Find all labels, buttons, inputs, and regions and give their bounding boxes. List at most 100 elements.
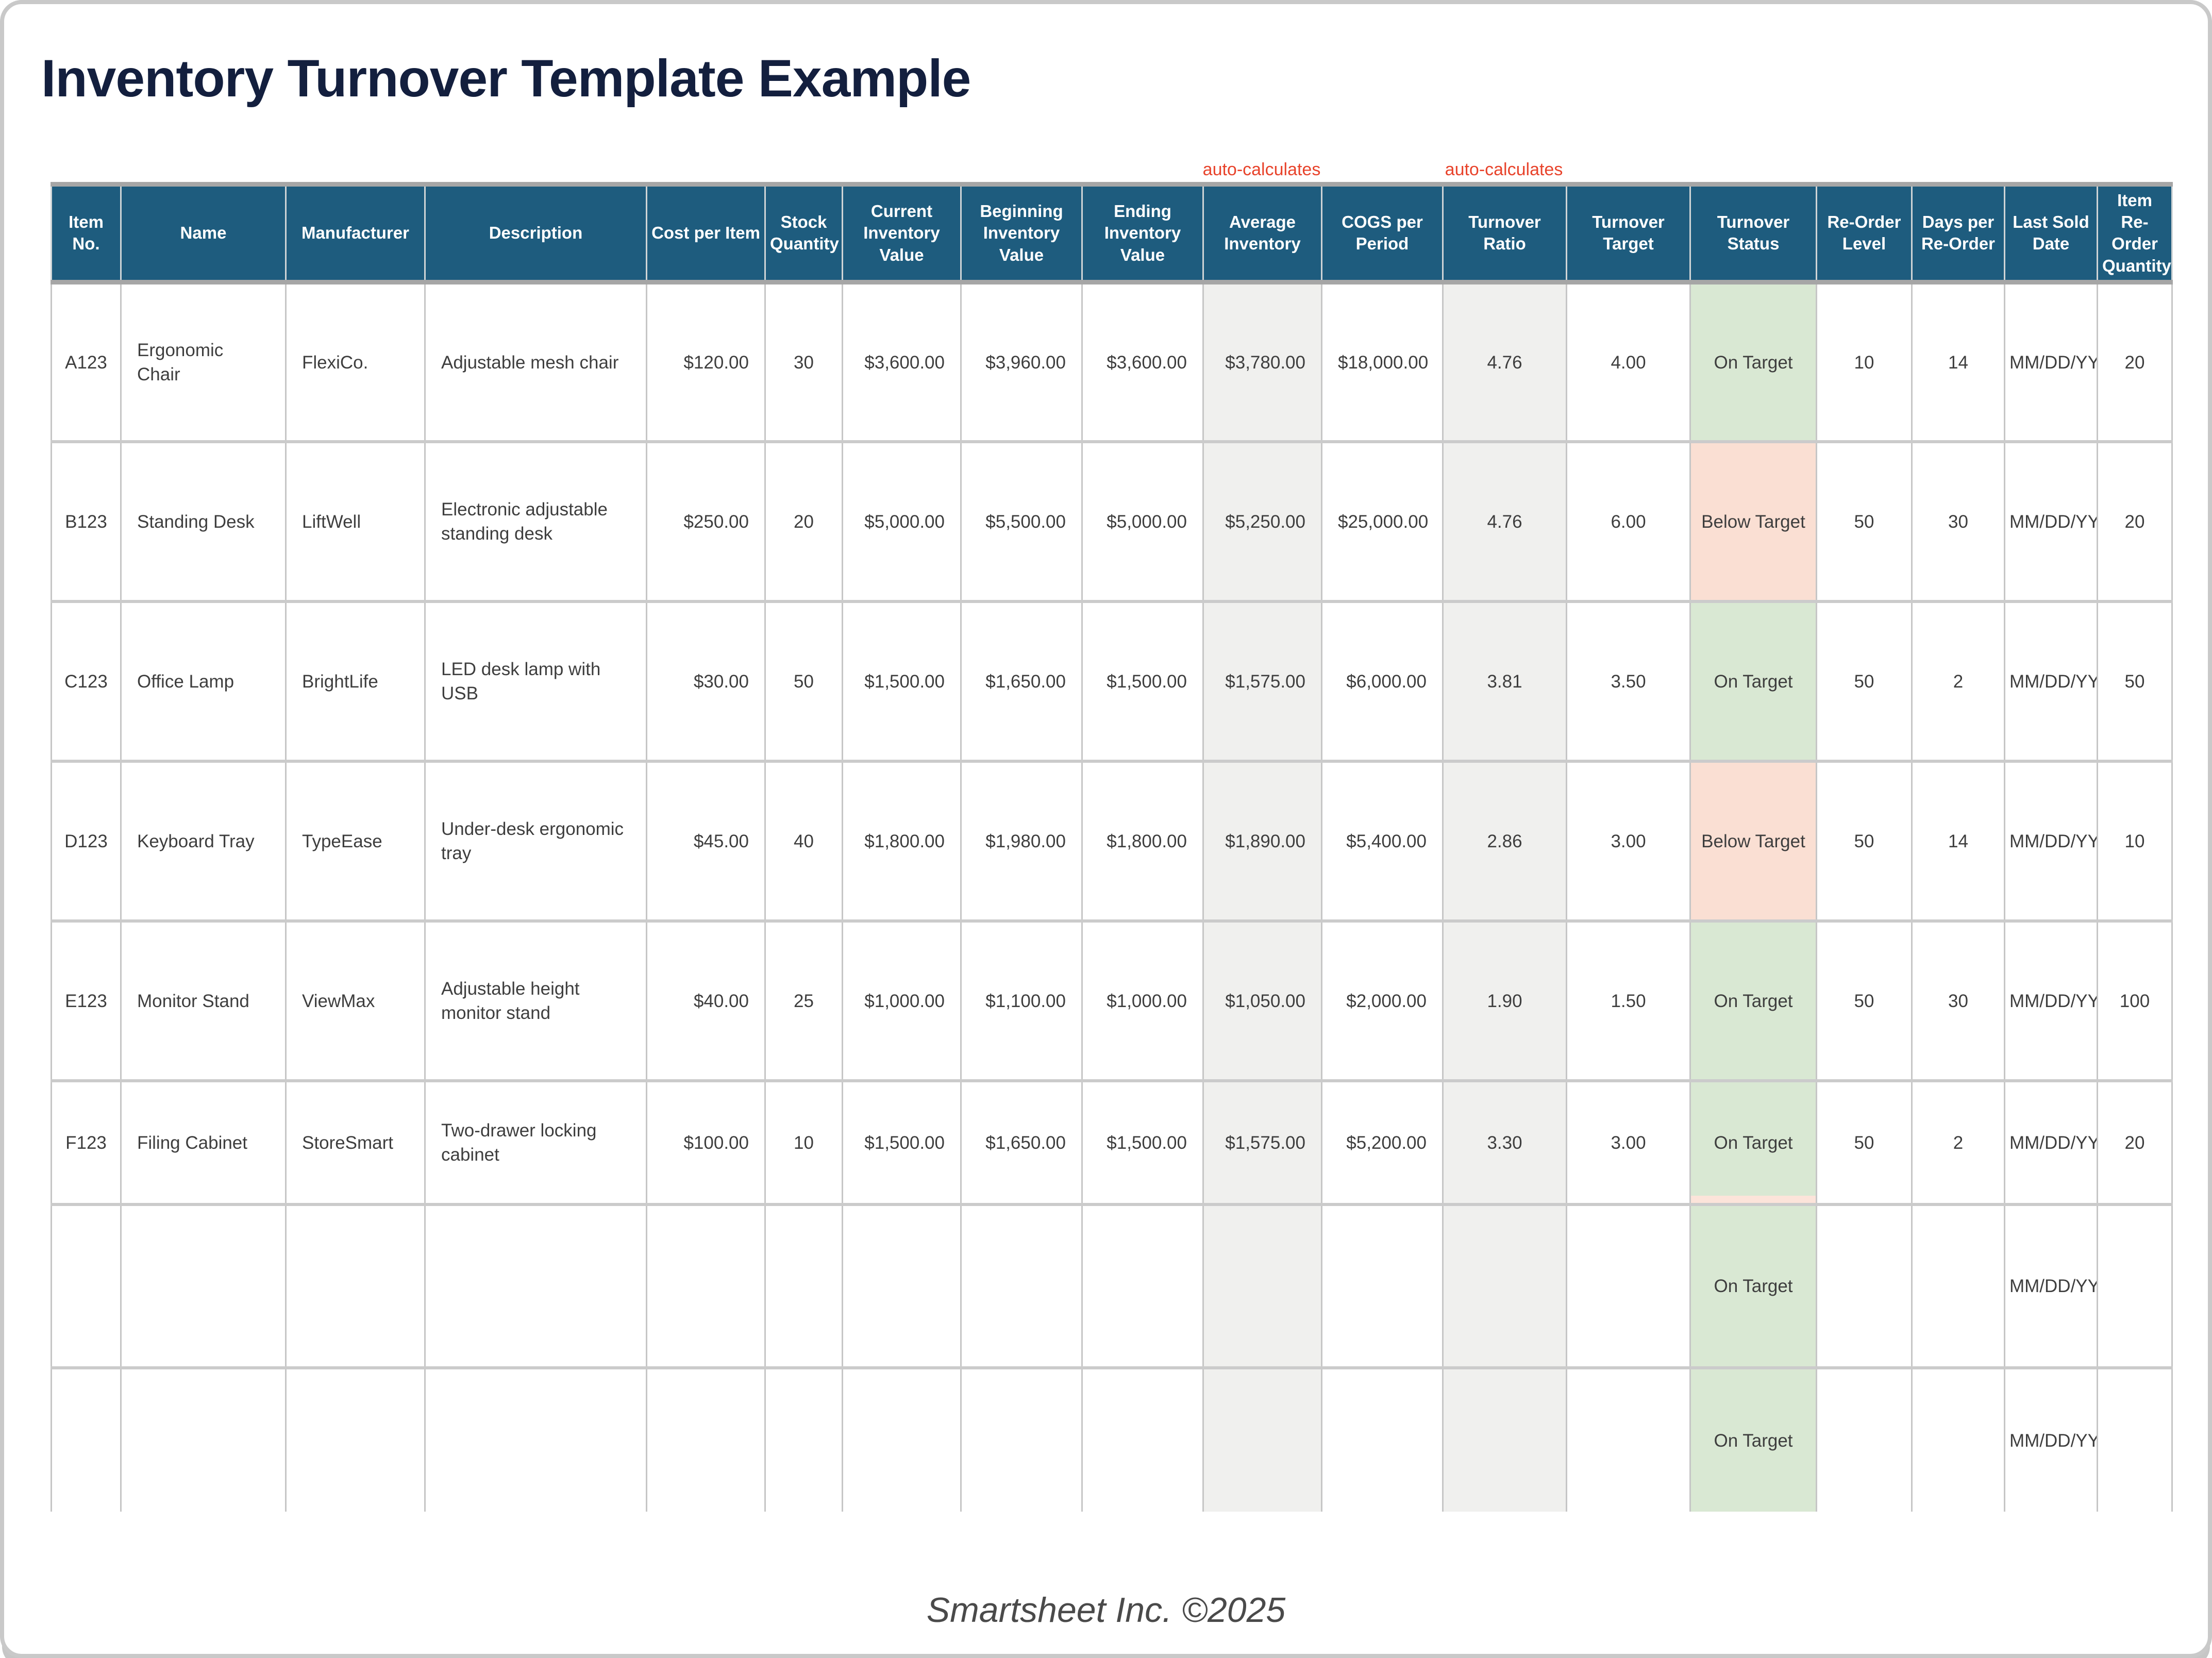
cell-last_sold[interactable]: MM/DD/YY [2004, 919, 2098, 1081]
cell-reorder_level[interactable]: 50 [1816, 600, 1913, 762]
cell-turnover_ratio[interactable] [1442, 1203, 1567, 1368]
cell-turnover_target[interactable]: 3.00 [1566, 760, 1691, 922]
cell-item_reorder_qty[interactable]: 100 [2097, 919, 2173, 1081]
cell-turnover_status[interactable]: On Target [1689, 1203, 1817, 1368]
cell-turnover_ratio[interactable] [1442, 1366, 1567, 1512]
cell-name[interactable]: Ergonomic Chair [120, 280, 287, 442]
cell-avg_inv[interactable]: $1,575.00 [1202, 1079, 1322, 1205]
cell-name[interactable]: Monitor Stand [120, 919, 287, 1081]
cell-turnover_status[interactable]: On Target [1689, 600, 1817, 762]
cell-last_sold[interactable]: MM/DD/YY [2004, 1203, 2098, 1368]
cell-reorder_level[interactable]: 50 [1816, 1079, 1913, 1205]
cell-turnover_status[interactable]: Below Target [1689, 440, 1817, 602]
cell-turnover_status[interactable]: On Target [1689, 280, 1817, 442]
cell-last_sold[interactable]: MM/DD/YY [2004, 760, 2098, 922]
cell-turnover_target[interactable]: 3.50 [1566, 600, 1691, 762]
cell-manufacturer[interactable]: BrightLife [285, 600, 426, 762]
cell-turnover_ratio[interactable]: 1.90 [1442, 919, 1567, 1081]
cell-turnover_ratio[interactable]: 2.86 [1442, 760, 1567, 922]
cell-reorder_level[interactable]: 10 [1816, 280, 1913, 442]
cell-item_no[interactable]: D123 [51, 760, 122, 922]
cell-current_inv[interactable] [842, 1366, 962, 1512]
cell-beginning_inv[interactable]: $1,980.00 [960, 760, 1083, 922]
cell-cost_per_item[interactable]: $30.00 [646, 600, 766, 762]
cell-turnover_target[interactable]: 3.00 [1566, 1079, 1691, 1205]
cell-ending_inv[interactable] [1081, 1203, 1204, 1368]
cell-last_sold[interactable]: MM/DD/YY [2004, 280, 2098, 442]
cell-beginning_inv[interactable]: $3,960.00 [960, 280, 1083, 442]
cell-stock_qty[interactable]: 40 [764, 760, 843, 922]
cell-turnover_target[interactable]: 4.00 [1566, 280, 1691, 442]
cell-stock_qty[interactable]: 25 [764, 919, 843, 1081]
cell-ending_inv[interactable]: $1,500.00 [1081, 600, 1204, 762]
cell-stock_qty[interactable] [764, 1366, 843, 1512]
cell-days_per_reorder[interactable]: 30 [1911, 440, 2005, 602]
cell-manufacturer[interactable]: FlexiCo. [285, 280, 426, 442]
cell-cogs[interactable]: $25,000.00 [1321, 440, 1444, 602]
cell-turnover_target[interactable] [1566, 1203, 1691, 1368]
cell-item_reorder_qty[interactable] [2097, 1203, 2173, 1368]
cell-turnover_ratio[interactable]: 4.76 [1442, 440, 1567, 602]
cell-ending_inv[interactable]: $5,000.00 [1081, 440, 1204, 602]
cell-manufacturer[interactable] [285, 1203, 426, 1368]
cell-current_inv[interactable]: $1,500.00 [842, 1079, 962, 1205]
cell-name[interactable]: Filing Cabinet [120, 1079, 287, 1205]
cell-stock_qty[interactable]: 20 [764, 440, 843, 602]
cell-stock_qty[interactable]: 50 [764, 600, 843, 762]
cell-cogs[interactable]: $2,000.00 [1321, 919, 1444, 1081]
cell-reorder_level[interactable]: 50 [1816, 919, 1913, 1081]
cell-last_sold[interactable]: MM/DD/YY [2004, 600, 2098, 762]
cell-name[interactable] [120, 1203, 287, 1368]
cell-description[interactable]: LED desk lamp with USB [424, 600, 647, 762]
cell-manufacturer[interactable]: ViewMax [285, 919, 426, 1081]
cell-current_inv[interactable]: $1,800.00 [842, 760, 962, 922]
cell-cost_per_item[interactable]: $120.00 [646, 280, 766, 442]
cell-beginning_inv[interactable] [960, 1366, 1083, 1512]
cell-cost_per_item[interactable]: $45.00 [646, 760, 766, 922]
cell-turnover_status[interactable]: On Target [1689, 1079, 1817, 1205]
cell-cogs[interactable]: $18,000.00 [1321, 280, 1444, 442]
cell-description[interactable]: Electronic adjustable standing desk [424, 440, 647, 602]
cell-description[interactable]: Adjustable mesh chair [424, 280, 647, 442]
cell-item_no[interactable]: E123 [51, 919, 122, 1081]
cell-avg_inv[interactable] [1202, 1366, 1322, 1512]
cell-item_no[interactable] [51, 1366, 122, 1512]
cell-last_sold[interactable]: MM/DD/YY [2004, 1079, 2098, 1205]
cell-beginning_inv[interactable]: $1,650.00 [960, 1079, 1083, 1205]
cell-manufacturer[interactable] [285, 1366, 426, 1512]
cell-days_per_reorder[interactable]: 2 [1911, 1079, 2005, 1205]
cell-manufacturer[interactable]: TypeEase [285, 760, 426, 922]
cell-cost_per_item[interactable] [646, 1203, 766, 1368]
cell-item_reorder_qty[interactable]: 20 [2097, 1079, 2173, 1205]
cell-manufacturer[interactable]: LiftWell [285, 440, 426, 602]
cell-cost_per_item[interactable]: $40.00 [646, 919, 766, 1081]
cell-avg_inv[interactable]: $5,250.00 [1202, 440, 1322, 602]
cell-item_no[interactable]: F123 [51, 1079, 122, 1205]
cell-current_inv[interactable]: $5,000.00 [842, 440, 962, 602]
cell-beginning_inv[interactable]: $1,100.00 [960, 919, 1083, 1081]
cell-item_no[interactable]: C123 [51, 600, 122, 762]
cell-turnover_target[interactable]: 1.50 [1566, 919, 1691, 1081]
cell-turnover_ratio[interactable]: 3.30 [1442, 1079, 1567, 1205]
cell-days_per_reorder[interactable] [1911, 1203, 2005, 1368]
cell-ending_inv[interactable]: $1,800.00 [1081, 760, 1204, 922]
cell-avg_inv[interactable]: $3,780.00 [1202, 280, 1322, 442]
cell-turnover_status[interactable]: On Target [1689, 919, 1817, 1081]
cell-cogs[interactable]: $5,200.00 [1321, 1079, 1444, 1205]
cell-ending_inv[interactable]: $1,500.00 [1081, 1079, 1204, 1205]
cell-avg_inv[interactable]: $1,890.00 [1202, 760, 1322, 922]
cell-current_inv[interactable] [842, 1203, 962, 1368]
cell-avg_inv[interactable]: $1,050.00 [1202, 919, 1322, 1081]
cell-last_sold[interactable]: MM/DD/YY [2004, 440, 2098, 602]
cell-description[interactable] [424, 1366, 647, 1512]
cell-days_per_reorder[interactable]: 2 [1911, 600, 2005, 762]
cell-cogs[interactable] [1321, 1366, 1444, 1512]
cell-item_no[interactable]: A123 [51, 280, 122, 442]
cell-avg_inv[interactable] [1202, 1203, 1322, 1368]
cell-name[interactable]: Standing Desk [120, 440, 287, 602]
cell-item_reorder_qty[interactable]: 20 [2097, 440, 2173, 602]
cell-turnover_target[interactable]: 6.00 [1566, 440, 1691, 602]
cell-cogs[interactable]: $5,400.00 [1321, 760, 1444, 922]
cell-days_per_reorder[interactable]: 14 [1911, 760, 2005, 922]
cell-item_reorder_qty[interactable] [2097, 1366, 2173, 1512]
